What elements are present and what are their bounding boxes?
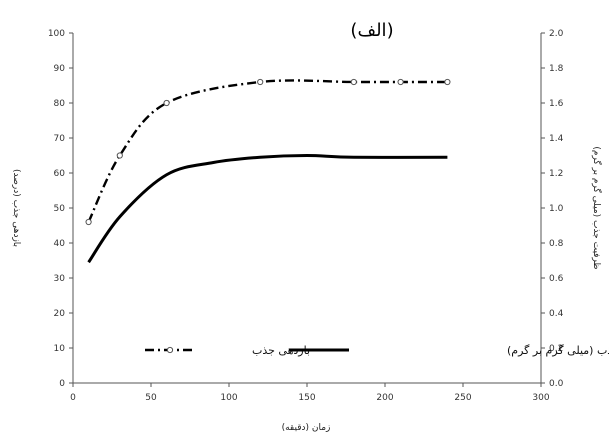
efficiency-data-point — [350, 78, 357, 86]
x-tick-label: 250 — [454, 393, 471, 403]
y-tick-label: 30 — [54, 274, 66, 284]
tick-labels-layer: 0 50 100 150 200 250 300 0 10 20 30 40 50 60 70 80 90 100… — [48, 29, 564, 403]
efficiency-data-point — [397, 78, 404, 86]
y-tick-label: 90 — [54, 64, 66, 74]
x-tick-label: 0 — [70, 393, 76, 403]
x-tick-label: 50 — [145, 393, 157, 403]
y-tick-label: 40 — [54, 239, 66, 249]
y2-axis-title: ظرفیت جذب (میلی گرم بر گرم) — [591, 146, 603, 269]
y-tick-label: 0 — [59, 379, 65, 389]
y2-tick-label: 0.0 — [549, 379, 564, 389]
legend-efficiency-label: بازدهی جذب — [252, 344, 310, 357]
y-axis-title: بازدهی جذب (درصد) — [11, 169, 21, 247]
y-tick-label: 50 — [54, 204, 66, 214]
legend-capacity-label: ظرفیت جذب (میلی گرم بر گرم) — [507, 344, 609, 357]
y-tick-label: 60 — [54, 169, 66, 179]
x-tick-label: 300 — [532, 393, 549, 403]
efficiency-data-point — [444, 78, 451, 86]
y2-tick-label: 0.6 — [549, 274, 564, 284]
legend-efficiency-marker — [166, 346, 174, 354]
capacity-series-line — [87, 154, 448, 264]
y-tick-label: 20 — [54, 309, 66, 319]
efficiency-data-point — [163, 99, 170, 107]
x-tick-label: 150 — [298, 393, 315, 403]
y-tick-label: 70 — [54, 134, 66, 144]
y2-tick-label: 1.8 — [549, 64, 564, 74]
x-axis-title: زمان (دقیقه) — [282, 423, 331, 433]
y2-tick-label: 0.8 — [549, 239, 564, 249]
efficiency-data-point — [116, 152, 123, 159]
efficiency-data-point — [257, 78, 264, 86]
series-layer — [85, 78, 451, 264]
y2-tick-label: 0.2 — [549, 344, 563, 354]
x-tick-label: 200 — [376, 393, 393, 403]
y2-tick-label: 1.0 — [549, 204, 564, 214]
chart-title: (الف) — [350, 20, 393, 41]
y2-tick-label: 1.6 — [549, 99, 564, 109]
y2-tick-label: 0.4 — [549, 309, 564, 319]
efficiency-series-line — [87, 79, 448, 223]
x-tick-label: 100 — [220, 393, 237, 403]
axes-layer — [69, 32, 545, 387]
y2-tick-label: 1.2 — [549, 169, 563, 179]
y-tick-label: 10 — [54, 344, 66, 354]
y2-tick-label: 2.0 — [549, 29, 564, 39]
y-tick-label: 80 — [54, 99, 66, 109]
efficiency-data-point — [85, 218, 92, 226]
y-tick-label: 100 — [48, 29, 65, 39]
y2-tick-label: 1.4 — [549, 134, 564, 144]
legend: بازدهی جذب ظرفیت جذب (میلی گرم بر گرم) — [145, 344, 609, 357]
